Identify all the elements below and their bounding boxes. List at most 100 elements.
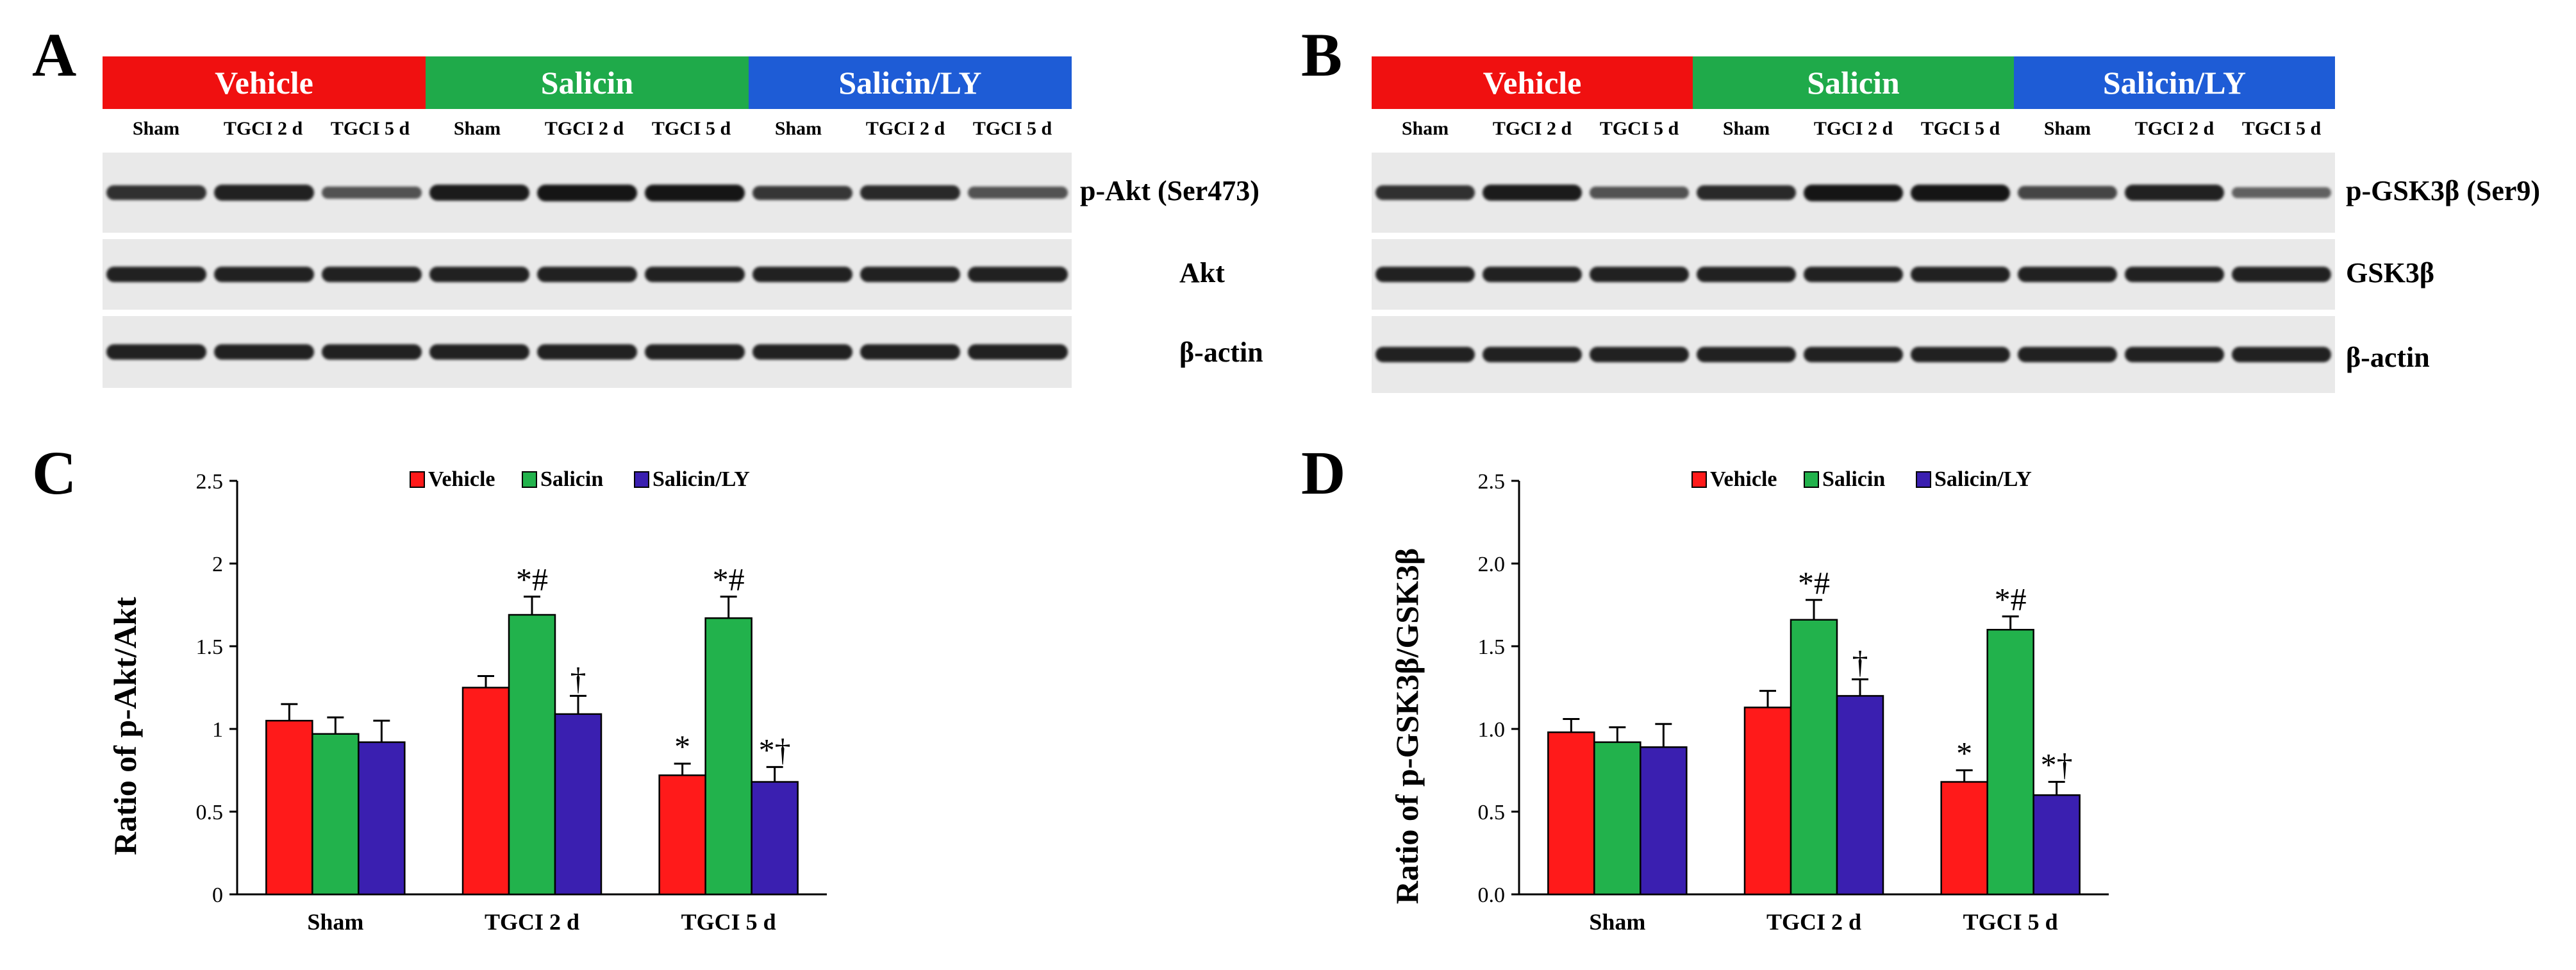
lane-label: TGCI 5 d <box>330 118 410 139</box>
blot-band <box>214 266 314 283</box>
blot-strip-beta-actin-b <box>1372 316 2335 393</box>
bar-chart-p-akt-ratio: 0 0.5 1 1.5 2 2.5 Ratio of p-Akt/Akt Sham *# † TGC… <box>107 467 827 935</box>
legend-swatch <box>634 471 649 488</box>
blot-band <box>1697 266 1796 283</box>
x-tick-label: Sham <box>1589 909 1645 935</box>
blot-band <box>2018 266 2117 283</box>
group-salicin: Salicin <box>1693 56 2014 109</box>
blot-band <box>1911 346 2010 363</box>
legend-swatch <box>1804 471 1819 488</box>
blot-band <box>2232 187 2331 199</box>
blot-band <box>322 344 422 360</box>
bar <box>1790 619 1838 896</box>
lane-label: TGCI 2 d <box>544 118 624 139</box>
lane-label: TGCI 2 d <box>865 118 945 139</box>
blot-band <box>752 266 852 283</box>
bar <box>1743 707 1792 896</box>
blot-band <box>968 187 1068 199</box>
blot-label-p-gsk3b: p-GSK3β (Ser9) <box>2346 175 2541 206</box>
y-tick-label: 2.5 <box>1478 470 1506 494</box>
blot-strip-p-akt <box>103 153 1072 233</box>
treatment-group-bar: Vehicle Salicin Salicin/LY <box>103 56 1072 109</box>
blot-strip-beta-actin-a <box>103 316 1072 388</box>
blot-label-beta-actin-b: β-actin <box>2346 342 2430 373</box>
blot-band <box>2125 185 2224 201</box>
blot-band <box>860 344 960 360</box>
lane-labels: Sham TGCI 2 d TGCI 5 d Sham TGCI 2 d TGC… <box>1372 118 2335 151</box>
bar <box>1640 746 1688 896</box>
blot-band <box>1804 346 1903 363</box>
blot-band <box>2018 346 2117 363</box>
lane-label: TGCI 5 d <box>651 118 731 139</box>
y-tick-label: 0.5 <box>196 801 224 824</box>
group-vehicle: Vehicle <box>103 56 426 109</box>
panel-label-d: D <box>1301 439 1346 507</box>
y-tick-label: 0 <box>212 883 223 907</box>
panel-label-a: A <box>32 21 77 89</box>
significance-marker: * <box>1956 735 1972 771</box>
blot-band <box>2125 266 2224 283</box>
y-tick-label: 1.5 <box>1478 635 1506 659</box>
blot-band <box>1483 184 1582 201</box>
blot-band <box>645 266 745 283</box>
blot-band <box>1697 185 1796 201</box>
blot-band <box>752 344 852 360</box>
significance-marker: *† <box>759 732 791 767</box>
y-tick-label: 2.5 <box>196 470 224 494</box>
x-tick-label: TGCI 5 d <box>1963 909 2058 935</box>
bar <box>2032 794 2081 896</box>
significance-marker: *# <box>1995 581 2027 617</box>
lane-label: Sham <box>132 118 180 139</box>
significance-marker: * <box>674 728 690 764</box>
panel-label-b: B <box>1301 21 1343 89</box>
bar <box>1986 628 2034 896</box>
blot-band <box>645 344 745 360</box>
blot-band <box>968 344 1068 360</box>
bar <box>1836 695 1884 896</box>
y-tick-label: 2 <box>212 553 223 576</box>
blot-band <box>429 344 529 360</box>
blot-label-beta-actin-a: β-actin <box>1179 337 1263 368</box>
blot-band <box>537 266 637 283</box>
bar <box>554 713 602 896</box>
lane-label: TGCI 5 d <box>2241 118 2322 139</box>
y-tick-label: 0.0 <box>1478 883 1506 907</box>
blot-band <box>322 187 422 199</box>
bar <box>658 774 706 896</box>
legend-label: Vehicle <box>428 467 495 491</box>
significance-marker: † <box>570 660 586 696</box>
y-axis-label: Ratio of p-GSK3β/GSK3β <box>1389 548 1425 905</box>
lane-label: Sham <box>453 118 501 139</box>
blot-band <box>1911 184 2010 201</box>
bar <box>1593 741 1641 896</box>
x-tick-label: Sham <box>307 909 363 935</box>
bar <box>508 614 556 896</box>
western-blot-panel-b: Vehicle Salicin Salicin/LY Sham TGCI 2 d… <box>1372 56 2564 403</box>
lane-label: Sham <box>1401 118 1449 139</box>
lane-label: TGCI 5 d <box>972 118 1052 139</box>
blot-band <box>214 344 314 360</box>
blot-band <box>2232 346 2331 363</box>
blot-band <box>1483 266 1582 283</box>
lane-label: TGCI 5 d <box>1599 118 1679 139</box>
bar-chart-p-gsk3b-ratio: 0.0 0.5 1.0 1.5 2.0 2.5 Ratio of p-GSK3β/GSK3β… <box>1389 467 2109 935</box>
blot-strip-akt <box>103 239 1072 310</box>
significance-marker: *# <box>713 562 745 598</box>
lane-label: TGCI 2 d <box>1492 118 1572 139</box>
y-tick-label: 0.5 <box>1478 801 1506 824</box>
lane-labels: Sham TGCI 2 d TGCI 5 d Sham TGCI 2 d TGC… <box>103 118 1072 151</box>
blot-band <box>1590 187 1689 199</box>
blot-band <box>1483 346 1582 363</box>
bar <box>704 617 752 896</box>
y-tick-label: 2.0 <box>1478 553 1506 576</box>
blot-band <box>2232 266 2331 283</box>
blot-band <box>860 185 960 201</box>
group-vehicle: Vehicle <box>1372 56 1693 109</box>
bar <box>461 687 510 896</box>
blot-band <box>1697 346 1796 363</box>
blot-band <box>537 344 637 360</box>
blot-band <box>2018 186 2117 199</box>
lane-label: Sham <box>1722 118 1770 139</box>
lane-label: Sham <box>2043 118 2091 139</box>
blot-band <box>1375 266 1475 283</box>
